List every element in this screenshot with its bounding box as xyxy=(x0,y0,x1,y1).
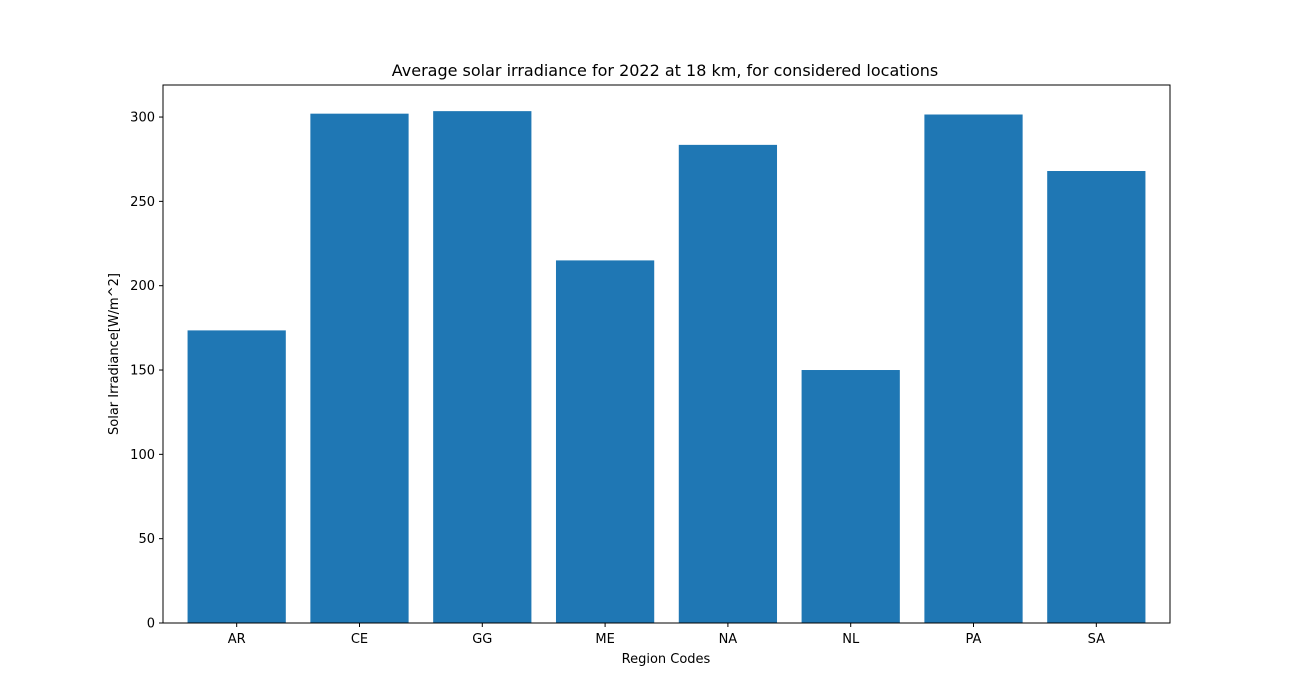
bar-ce xyxy=(310,113,409,624)
x-axis-label: Region Codes xyxy=(622,652,711,667)
x-tick-label: ME xyxy=(595,632,614,647)
y-tick-label: 50 xyxy=(138,532,155,547)
plot-frame xyxy=(162,84,1171,624)
x-tick-label: CE xyxy=(351,632,368,647)
bar-pa xyxy=(924,114,1023,623)
y-axis: 0 50 100 150 200 250 300 xyxy=(130,111,163,632)
y-tick-label: 300 xyxy=(130,111,155,126)
x-tick-label: SA xyxy=(1088,632,1105,647)
y-tick-label: 150 xyxy=(130,364,155,379)
bar-me xyxy=(555,260,655,623)
bar-nl xyxy=(801,370,900,623)
x-tick-label: NA xyxy=(719,632,738,647)
y-tick-label: 250 xyxy=(130,195,155,210)
y-tick-label: 0 xyxy=(147,617,155,632)
x-axis: AR CE GG ME NA NL PA SA xyxy=(228,623,1105,647)
chart-title: Average solar irradiance for 2022 at 18 … xyxy=(392,61,938,80)
bar-ar xyxy=(187,330,286,623)
bar-sa xyxy=(1047,171,1146,623)
x-tick-label: NL xyxy=(842,632,860,647)
bars-group xyxy=(187,111,1146,624)
bar-gg xyxy=(433,111,532,623)
y-tick-label: 100 xyxy=(130,448,155,463)
x-tick-label: PA xyxy=(966,632,982,647)
x-tick-label: AR xyxy=(228,632,246,647)
y-tick-label: 200 xyxy=(130,279,155,294)
x-tick-label: GG xyxy=(472,632,492,647)
y-axis-label: Solar Irradiance[W/m^2] xyxy=(107,273,122,435)
bar-na xyxy=(678,144,778,623)
